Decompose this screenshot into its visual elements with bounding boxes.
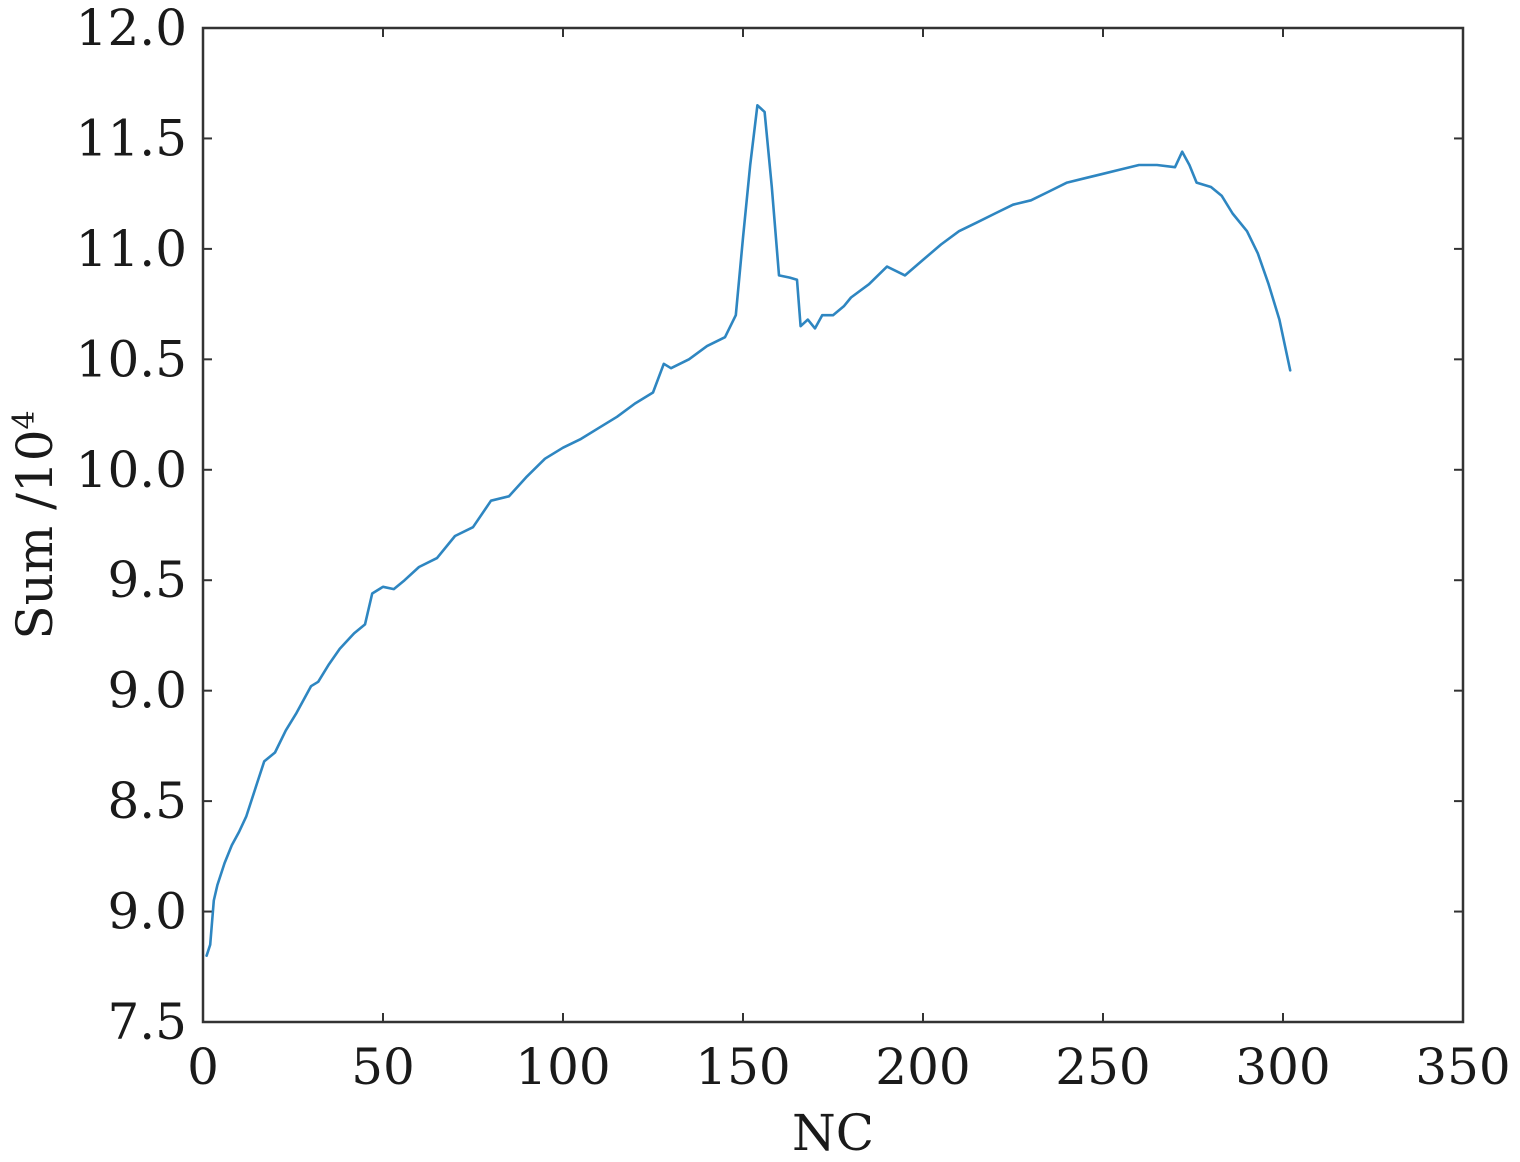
y-tick-label: 8.5	[107, 772, 187, 830]
y-axis-label-superscript: 4	[7, 410, 42, 429]
axis-ticks	[202, 27, 1464, 1023]
x-tick-label: 0	[187, 1038, 219, 1096]
x-tick-labels: 0 50 100 150 200 250 300 350	[187, 1038, 1511, 1096]
y-axis-label: Sum /104	[6, 410, 64, 639]
x-axis-label: NC	[792, 1104, 874, 1162]
y-tick-label: 11.5	[76, 109, 187, 167]
y-tick-labels: 7.5 9.0 8.5 9.0 9.5 10.0 10.5 11.0 11.5 12.0	[76, 0, 187, 1051]
x-tick-label: 300	[1235, 1038, 1330, 1096]
y-tick-label: 12.0	[76, 0, 187, 57]
y-tick-label: 9.0	[107, 883, 187, 941]
plot-area-frame	[201, 26, 1465, 1024]
y-tick-label: 10.5	[76, 330, 187, 388]
y-tick-label: 9.5	[107, 551, 187, 609]
y-tick-label: 10.0	[76, 441, 187, 499]
x-tick-label: 100	[515, 1038, 610, 1096]
x-tick-label: 200	[875, 1038, 970, 1096]
y-tick-label: 11.0	[76, 220, 187, 278]
x-tick-label: 350	[1415, 1038, 1510, 1096]
series-line	[205, 104, 1292, 957]
x-tick-label: 150	[695, 1038, 790, 1096]
x-tick-label: 50	[351, 1038, 415, 1096]
y-tick-label: 9.0	[107, 662, 187, 720]
x-tick-label: 250	[1055, 1038, 1150, 1096]
y-tick-label: 7.5	[107, 993, 187, 1051]
y-axis-label-main: Sum /10	[6, 429, 64, 639]
